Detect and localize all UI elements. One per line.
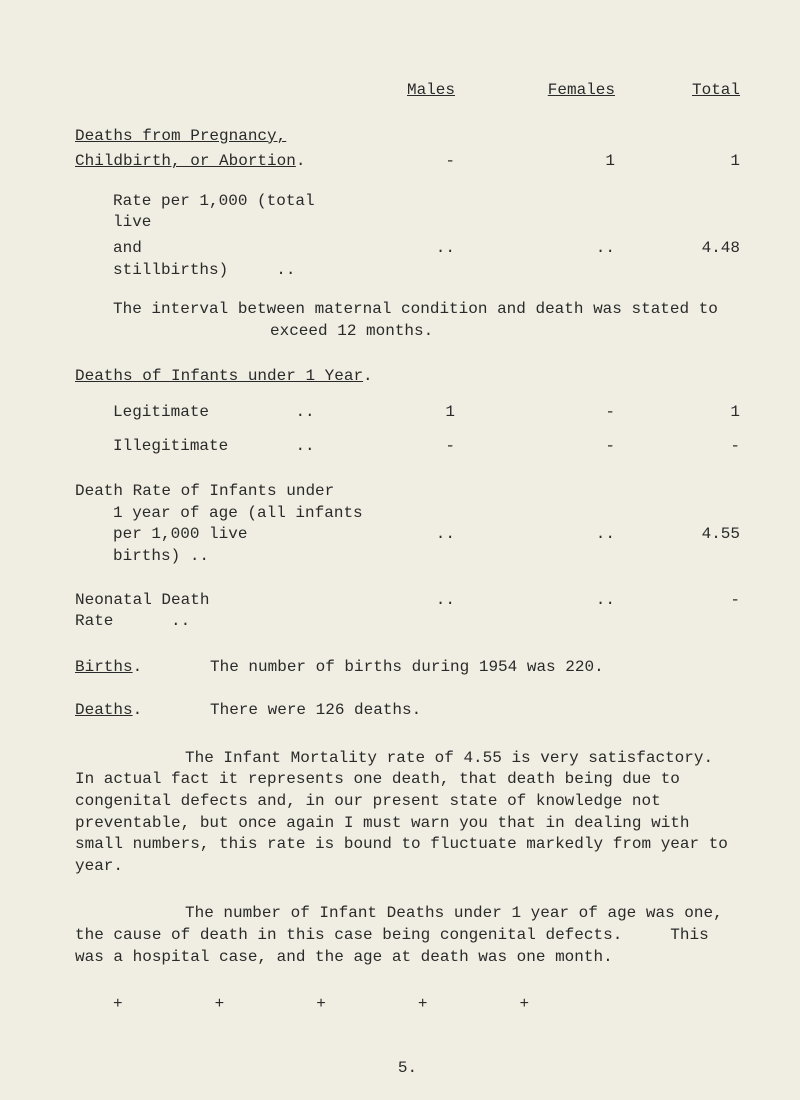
page-number: 5. bbox=[75, 1058, 740, 1080]
pregnancy-title-1: Deaths from Pregnancy, bbox=[75, 127, 286, 145]
header-males: Males bbox=[407, 81, 455, 99]
header-total: Total bbox=[692, 81, 740, 99]
neonatal-row: Neonatal Death Rate .. .. .. - bbox=[75, 590, 740, 633]
pregnancy-total: 1 bbox=[615, 151, 740, 173]
births-row: Births. The number of births during 1954… bbox=[75, 657, 740, 679]
rate-line-1: Rate per 1,000 (total live bbox=[75, 191, 325, 234]
section-infants-title: Deaths of Infants under 1 Year. bbox=[75, 366, 740, 388]
para-infant-deaths: The number of Infant Deaths under 1 year… bbox=[75, 903, 740, 968]
death-rate-infants: Death Rate of Infants under 1 year of ag… bbox=[75, 481, 740, 567]
interval-note: The interval between maternal condition … bbox=[75, 299, 740, 342]
rate-value: 4.48 bbox=[615, 238, 740, 281]
rate-line-2: and stillbirths) bbox=[113, 239, 228, 279]
pregnancy-males: - bbox=[325, 151, 455, 173]
para-infant-mortality: The Infant Mortality rate of 4.55 is ver… bbox=[75, 748, 740, 878]
illegitimate-row: Illegitimate .. - - - bbox=[75, 436, 740, 458]
pregnancy-females: 1 bbox=[455, 151, 615, 173]
header-females: Females bbox=[548, 81, 615, 99]
section-pregnancy: Deaths from Pregnancy, Childbirth, or Ab… bbox=[75, 126, 740, 173]
pregnancy-title-2: Childbirth, or Abortion bbox=[75, 152, 296, 170]
legitimate-row: Legitimate .. 1 - 1 bbox=[75, 402, 740, 424]
rate-per-1000: Rate per 1,000 (total live and stillbirt… bbox=[75, 191, 740, 281]
column-headers: Males Females Total bbox=[75, 80, 740, 102]
separator-row: +++++ bbox=[75, 994, 740, 1016]
deaths-row: Deaths. There were 126 deaths. bbox=[75, 700, 740, 722]
